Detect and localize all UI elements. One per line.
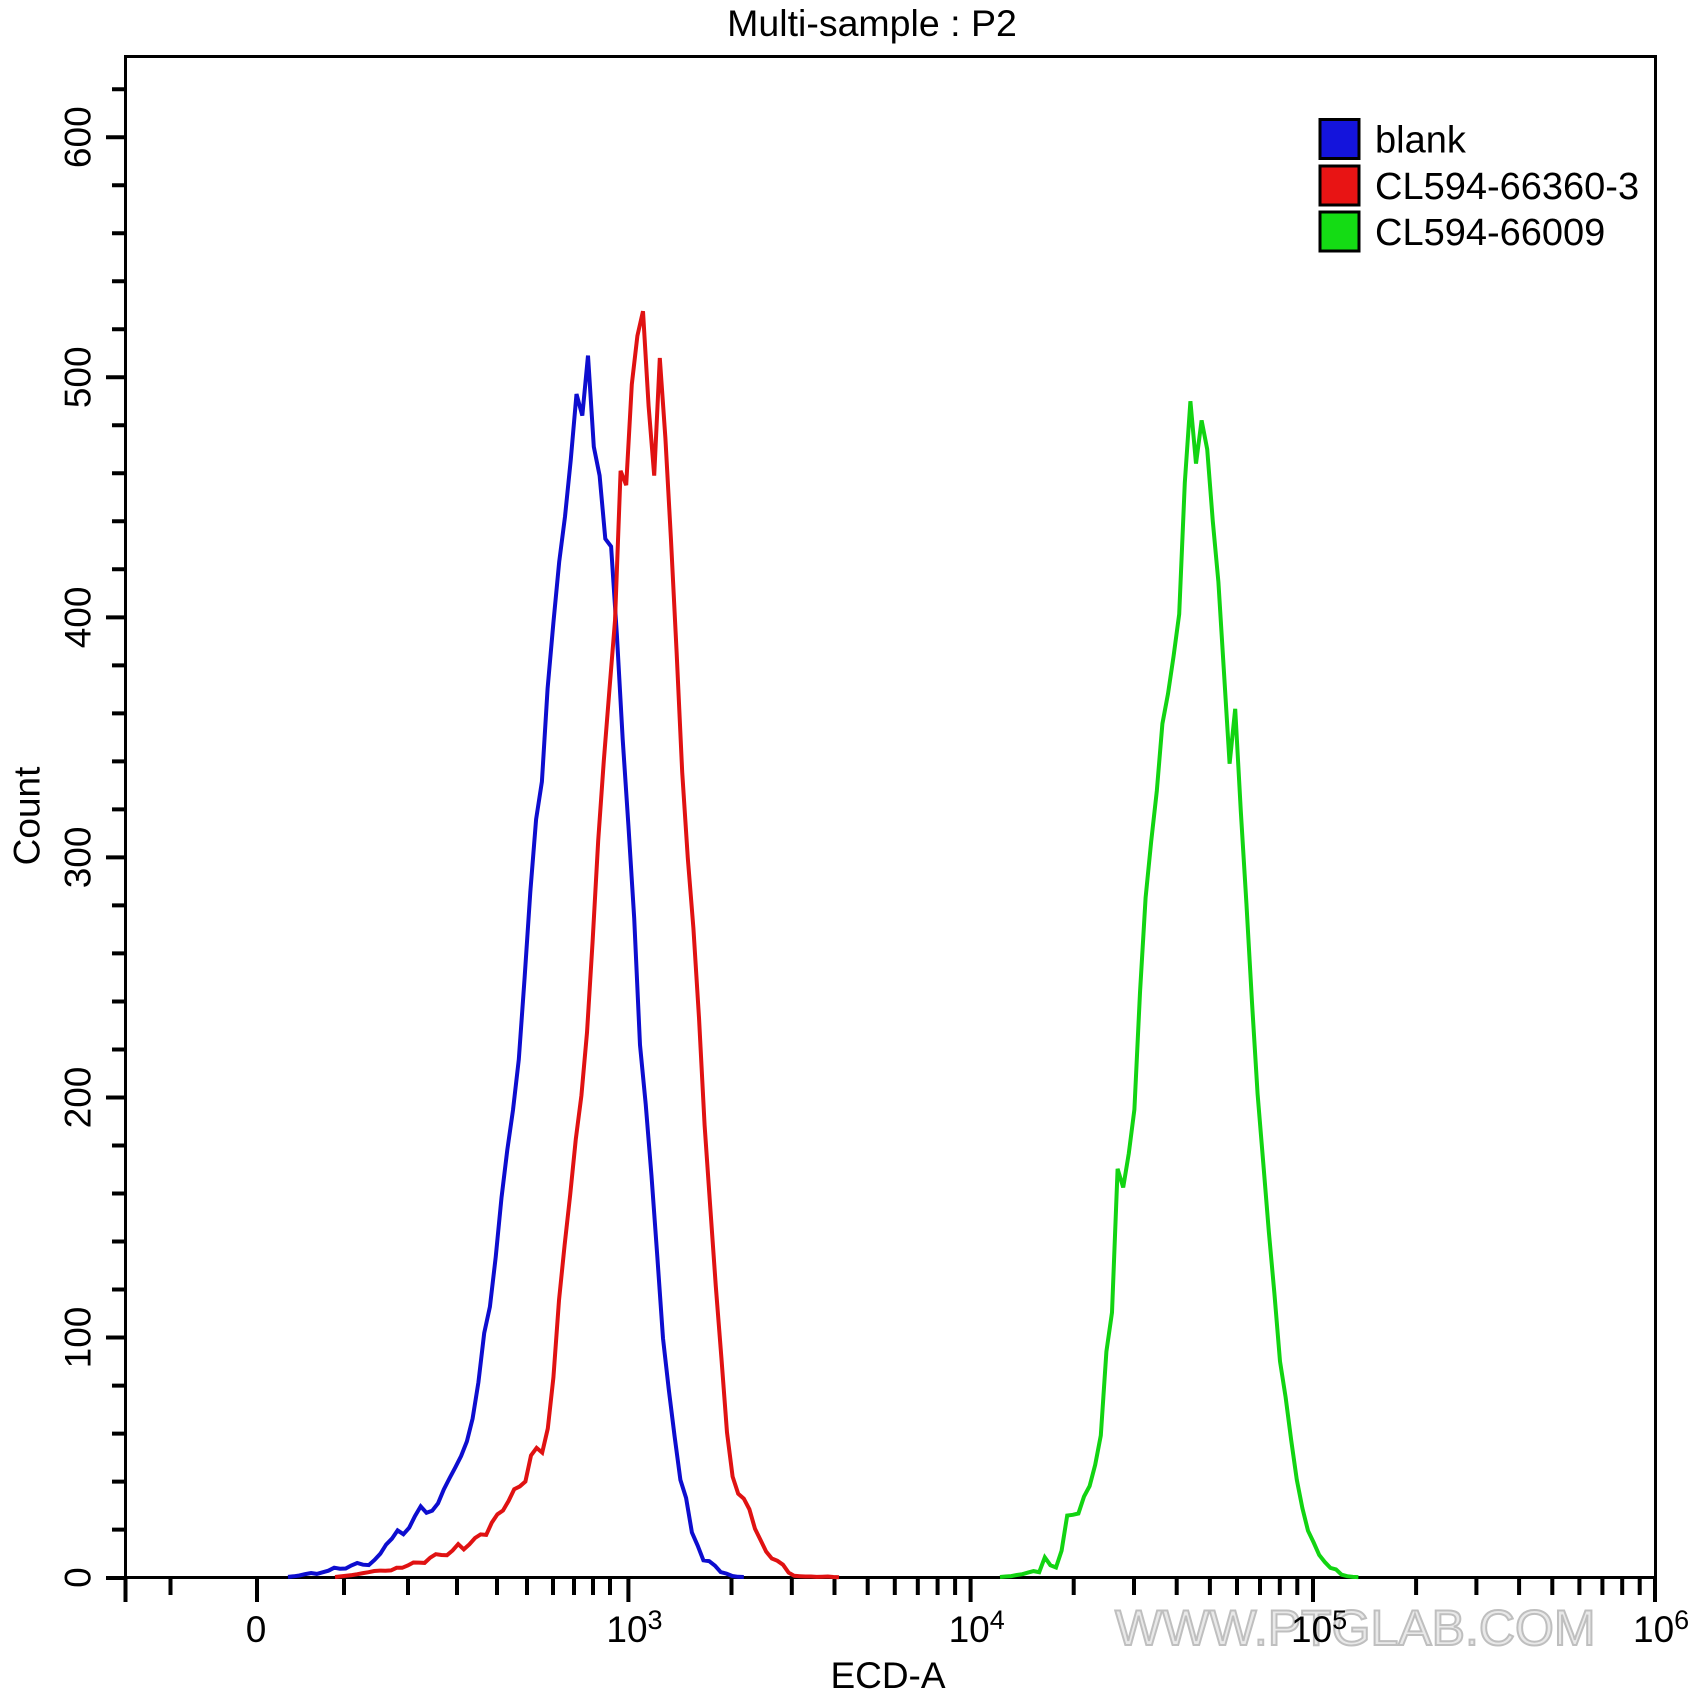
svg-text:400: 400: [58, 587, 99, 649]
svg-text:106: 106: [1633, 1605, 1689, 1650]
svg-text:104: 104: [949, 1605, 1005, 1650]
svg-text:CL594-66360-3: CL594-66360-3: [1375, 166, 1639, 208]
svg-text:ECD-A: ECD-A: [830, 1655, 945, 1696]
svg-text:500: 500: [58, 346, 99, 408]
svg-text:0: 0: [58, 1567, 99, 1588]
svg-text:105: 105: [1291, 1605, 1347, 1650]
svg-text:WWW.PTGLAB.COM: WWW.PTGLAB.COM: [1115, 1600, 1596, 1656]
svg-text:CL594-66009: CL594-66009: [1375, 212, 1605, 254]
svg-text:100: 100: [58, 1307, 99, 1369]
svg-text:600: 600: [58, 106, 99, 168]
svg-text:Count: Count: [7, 766, 48, 865]
svg-text:0: 0: [246, 1609, 267, 1650]
svg-text:103: 103: [606, 1605, 662, 1650]
svg-text:blank: blank: [1375, 120, 1467, 162]
svg-text:300: 300: [58, 827, 99, 889]
svg-text:200: 200: [58, 1067, 99, 1129]
svg-text:Multi-sample : P2: Multi-sample : P2: [727, 2, 1017, 44]
